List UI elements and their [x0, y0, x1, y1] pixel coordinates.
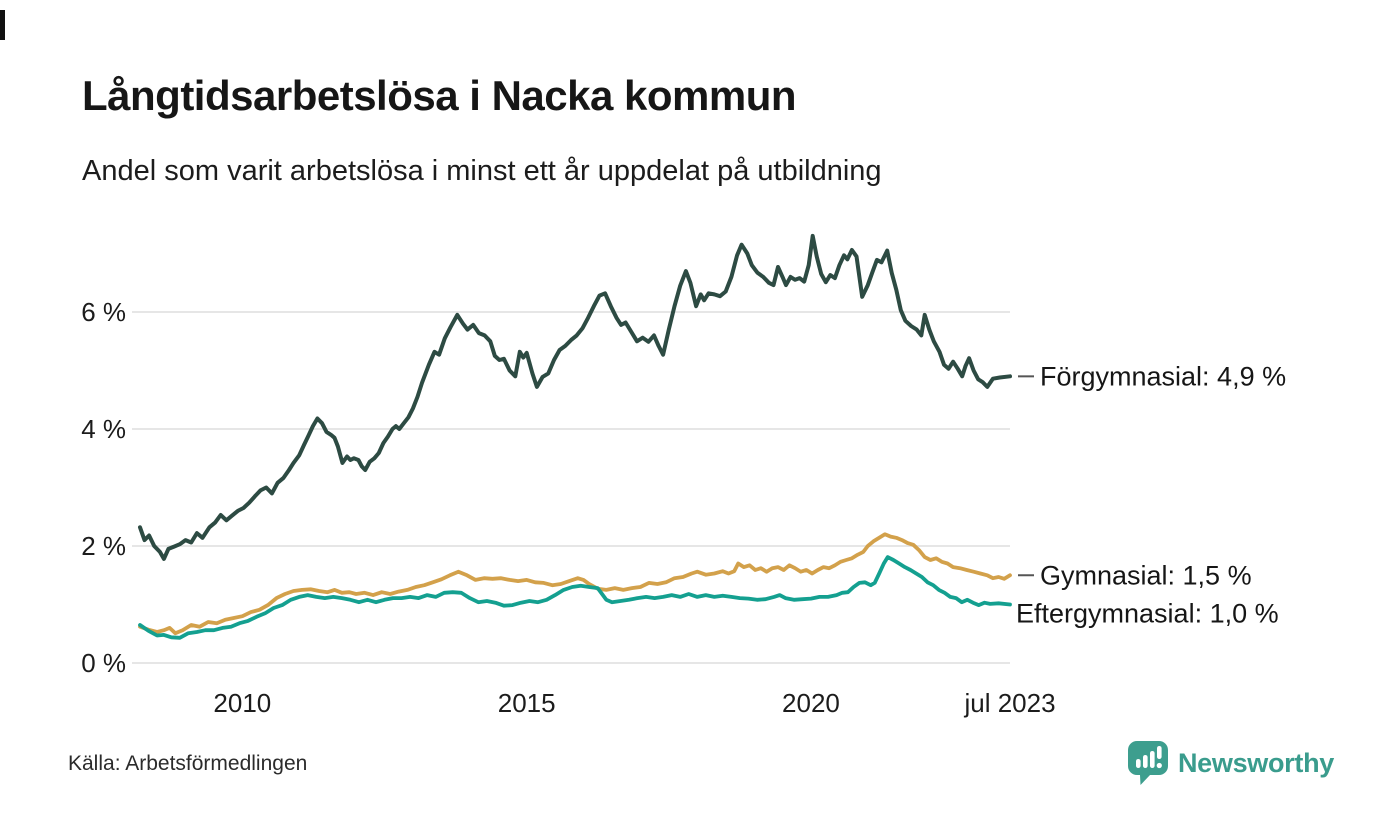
source-note: Källa: Arbetsförmedlingen: [68, 752, 308, 775]
edge-artifact: [0, 10, 5, 40]
series-end-label-eftergymnasial: Eftergymnasial: 1,0 %: [1016, 599, 1279, 629]
y-tick-label: 4 %: [81, 414, 126, 444]
y-tick-label: 0 %: [81, 648, 126, 678]
series-line-förgymnasial: [138, 233, 1012, 561]
x-tick-label: 2010: [213, 688, 271, 718]
series-end-label-gymnasial: Gymnasial: 1,5 %: [1040, 560, 1252, 590]
page-title: Långtidsarbetslösa i Nacka kommun: [82, 72, 797, 119]
bar-chart-glyph: [1135, 746, 1162, 769]
y-tick-label: 6 %: [81, 297, 126, 327]
y-tick-label: 2 %: [81, 531, 126, 561]
newsworthy-logo[interactable]: Newsworthy: [1127, 738, 1334, 788]
newsworthy-logo-icon: [1127, 740, 1169, 786]
series-line-gymnasial: [138, 532, 1012, 636]
x-tick-label: 2015: [498, 688, 556, 718]
series-line-eftergymnasial: [138, 555, 1012, 640]
series-end-label-förgymnasial: Förgymnasial: 4,9 %: [1040, 361, 1286, 391]
x-tick-label: 2020: [782, 688, 840, 718]
x-tick-label: jul 2023: [963, 688, 1055, 718]
speech-bubble-shape: [1127, 741, 1168, 785]
page-subtitle: Andel som varit arbetslösa i minst ett å…: [82, 155, 882, 187]
newsworthy-logo-text: Newsworthy: [1177, 747, 1334, 778]
